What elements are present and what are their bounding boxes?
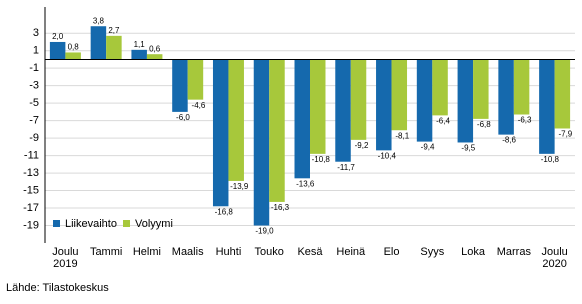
x-tick-label: Marras — [496, 246, 531, 258]
value-label: -10,8 — [541, 155, 560, 164]
y-tick-label: -15 — [23, 184, 39, 196]
value-label: -10,8 — [312, 155, 331, 164]
y-tick-label: -11 — [24, 149, 39, 161]
y-tick-label: -5 — [29, 97, 39, 109]
bar — [90, 26, 107, 60]
bar — [513, 59, 530, 115]
value-label: -10,4 — [378, 151, 397, 160]
x-tick-label: Maalis — [171, 246, 204, 258]
source: Lähde: Tilastokeskus — [6, 282, 109, 294]
bar — [554, 59, 571, 129]
value-label: 2,0 — [52, 32, 64, 41]
legend-label: Volyymi — [135, 218, 173, 230]
bar — [310, 59, 326, 154]
value-label: -11,7 — [337, 163, 355, 172]
bar — [432, 59, 448, 116]
bar — [457, 59, 474, 143]
bar — [253, 59, 270, 226]
y-tick-label: -1 — [29, 62, 39, 74]
y-tick-label: -19 — [23, 219, 39, 231]
bar — [187, 59, 204, 100]
value-label: -6,0 — [176, 113, 190, 122]
x-tick-label: Syys — [420, 246, 445, 258]
bar — [49, 41, 66, 60]
x-tick-label: Huhti — [215, 246, 242, 258]
bar — [172, 59, 188, 112]
y-tick-label: -13 — [23, 167, 39, 179]
bar — [416, 59, 433, 142]
value-label: -4,6 — [192, 101, 206, 110]
value-label: -19,0 — [255, 227, 274, 236]
bar — [376, 59, 392, 151]
bar — [269, 59, 285, 202]
value-label: 3,8 — [93, 16, 105, 25]
value-label: -6,4 — [436, 116, 450, 125]
x-tick-label: Loka — [461, 246, 485, 258]
x-tick-label: Joulu 2019 — [52, 246, 79, 270]
bar — [106, 35, 122, 60]
bar — [539, 59, 555, 154]
y-tick-label: 1 — [33, 45, 39, 57]
x-tick-label: Joulu 2020 — [541, 246, 568, 270]
x-tick-label: Helmi — [132, 246, 161, 258]
bar — [65, 52, 81, 60]
bar — [391, 59, 408, 131]
bar — [335, 59, 351, 162]
bar — [146, 54, 163, 60]
x-tick-label: Kesä — [297, 246, 323, 258]
value-label: -9,4 — [421, 143, 435, 152]
x-tick-label: Heinä — [336, 246, 366, 258]
value-label: 1,1 — [134, 40, 146, 49]
legend-label: Liikevaihto — [65, 218, 117, 230]
value-label: -16,8 — [215, 207, 234, 216]
value-label: -16,3 — [271, 203, 290, 212]
y-tick-label: -9 — [29, 132, 39, 144]
value-label: -7,9 — [558, 130, 572, 139]
bar — [350, 59, 367, 140]
y-tick-label: -7 — [29, 115, 39, 127]
x-tick-label: Elo — [383, 246, 400, 258]
bar — [131, 49, 147, 60]
chart: 3 1 -1 -3 -5 -7 -9 -11 -13 -15 -17 -19 2,0 0,8 3,82,7 1… — [23, 7, 575, 243]
legend-swatch — [123, 220, 130, 227]
value-label: -8,1 — [395, 131, 409, 140]
y-tick-label: -17 — [23, 202, 39, 214]
value-label: 2,7 — [108, 26, 120, 35]
y-tick-label: -3 — [29, 80, 39, 92]
bar — [212, 59, 229, 207]
value-label: -13,6 — [296, 179, 315, 188]
value-label: 0,8 — [68, 43, 80, 52]
x-tick-label: Touko — [254, 246, 284, 258]
bar — [294, 59, 310, 179]
legend-swatch — [53, 220, 60, 227]
value-label: 0,6 — [149, 44, 161, 53]
value-label: -6,8 — [477, 120, 491, 129]
bar — [228, 59, 244, 181]
value-label: -9,5 — [461, 144, 475, 153]
value-label: -8,6 — [502, 136, 516, 145]
bar — [473, 59, 489, 119]
value-label: -9,2 — [355, 141, 369, 150]
x-tick-label: Tammi — [89, 246, 123, 258]
y-tick-label: 3 — [33, 27, 39, 39]
bar — [498, 59, 514, 135]
value-label: -6,3 — [518, 116, 532, 125]
value-label: -13,9 — [230, 182, 249, 191]
